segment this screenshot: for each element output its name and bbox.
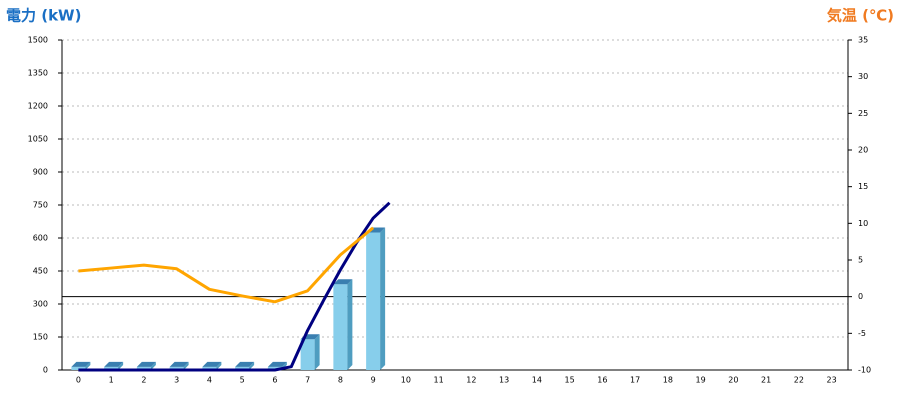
x-tick-label: 1 bbox=[109, 376, 114, 385]
bar bbox=[235, 366, 250, 370]
x-tick-label: 13 bbox=[499, 376, 509, 385]
y2-tick-label: 5 bbox=[858, 256, 863, 265]
bar bbox=[202, 366, 217, 370]
x-tick-label: 21 bbox=[761, 376, 771, 385]
y-tick-label: 300 bbox=[33, 300, 48, 309]
y2-tick-label: 15 bbox=[858, 182, 868, 191]
power-line bbox=[78, 201, 391, 372]
x-tick-label: 19 bbox=[696, 376, 706, 385]
y2-tick-label: -10 bbox=[858, 366, 871, 375]
x-tick-label: 11 bbox=[434, 376, 444, 385]
y-tick-label: 0 bbox=[43, 366, 48, 375]
bar-top bbox=[169, 361, 189, 367]
y-tick-label: 900 bbox=[33, 168, 48, 177]
bar-top bbox=[333, 279, 353, 285]
y2-tick-label: 0 bbox=[858, 292, 863, 301]
x-tick-label: 14 bbox=[532, 376, 542, 385]
bar bbox=[169, 366, 184, 370]
y2-axis-title: 気温 (℃) bbox=[827, 7, 894, 25]
y-tick-label: 600 bbox=[33, 234, 48, 243]
bar bbox=[333, 284, 348, 370]
x-tick-label: 23 bbox=[827, 376, 837, 385]
bar-side bbox=[347, 279, 353, 370]
bar bbox=[136, 366, 151, 370]
bar-side bbox=[380, 227, 386, 370]
x-tick-label: 0 bbox=[76, 376, 81, 385]
x-tick-label: 12 bbox=[466, 376, 476, 385]
x-tick-label: 8 bbox=[338, 376, 343, 385]
x-tick-label: 17 bbox=[630, 376, 640, 385]
y-tick-label: 1050 bbox=[28, 135, 48, 144]
bar-side bbox=[85, 361, 91, 370]
x-tick-label: 2 bbox=[141, 376, 146, 385]
y-tick-label: 450 bbox=[33, 267, 48, 276]
y2-tick-label: 10 bbox=[858, 219, 868, 228]
bar-top bbox=[202, 361, 222, 367]
x-tick-label: 22 bbox=[794, 376, 804, 385]
bar-top bbox=[267, 361, 287, 367]
x-tick-label: 20 bbox=[728, 376, 738, 385]
x-tick-label: 18 bbox=[663, 376, 673, 385]
x-tick-label: 15 bbox=[565, 376, 575, 385]
bar-side bbox=[216, 361, 222, 370]
bar-top bbox=[136, 361, 156, 367]
bar bbox=[366, 232, 381, 370]
y-tick-label: 1500 bbox=[28, 36, 48, 45]
bar bbox=[104, 366, 119, 370]
x-tick-label: 16 bbox=[597, 376, 607, 385]
x-tick-label: 5 bbox=[240, 376, 245, 385]
bar-side bbox=[183, 361, 189, 370]
y-tick-label: 1350 bbox=[28, 69, 48, 78]
bar-side bbox=[118, 361, 124, 370]
y-tick-label: 1200 bbox=[28, 102, 48, 111]
y-tick-label: 750 bbox=[33, 201, 48, 210]
bar-top bbox=[104, 361, 124, 367]
x-tick-label: 10 bbox=[401, 376, 411, 385]
bar-side bbox=[314, 334, 320, 370]
bar-side bbox=[249, 361, 255, 370]
y2-tick-label: 25 bbox=[858, 109, 868, 118]
y2-tick-label: 30 bbox=[858, 72, 868, 81]
x-tick-label: 7 bbox=[305, 376, 310, 385]
bar bbox=[71, 366, 86, 370]
y-tick-label: 150 bbox=[33, 333, 48, 342]
bar-side bbox=[150, 361, 156, 370]
bar-top bbox=[235, 361, 255, 367]
temperature-line bbox=[78, 226, 375, 304]
x-tick-label: 3 bbox=[174, 376, 179, 385]
x-tick-label: 6 bbox=[272, 376, 277, 385]
bar bbox=[300, 339, 315, 370]
y2-tick-label: -5 bbox=[858, 329, 866, 338]
y2-tick-label: 20 bbox=[858, 146, 868, 155]
bar bbox=[267, 366, 282, 370]
x-tick-label: 4 bbox=[207, 376, 212, 385]
x-tick-label: 9 bbox=[371, 376, 376, 385]
y2-tick-label: 35 bbox=[858, 36, 868, 45]
y-axis-title: 電力 (kW) bbox=[6, 7, 81, 25]
bar-top bbox=[71, 361, 91, 367]
